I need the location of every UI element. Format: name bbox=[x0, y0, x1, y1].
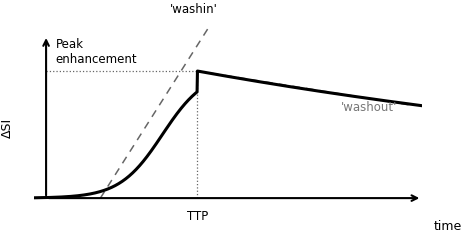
Text: ΔSI: ΔSI bbox=[1, 118, 14, 138]
Text: 'washout': 'washout' bbox=[340, 101, 396, 114]
Text: TTP: TTP bbox=[186, 210, 207, 223]
Text: time: time bbox=[433, 220, 461, 233]
Text: Peak
enhancement: Peak enhancement bbox=[56, 38, 137, 66]
Text: 'washin': 'washin' bbox=[169, 3, 217, 16]
